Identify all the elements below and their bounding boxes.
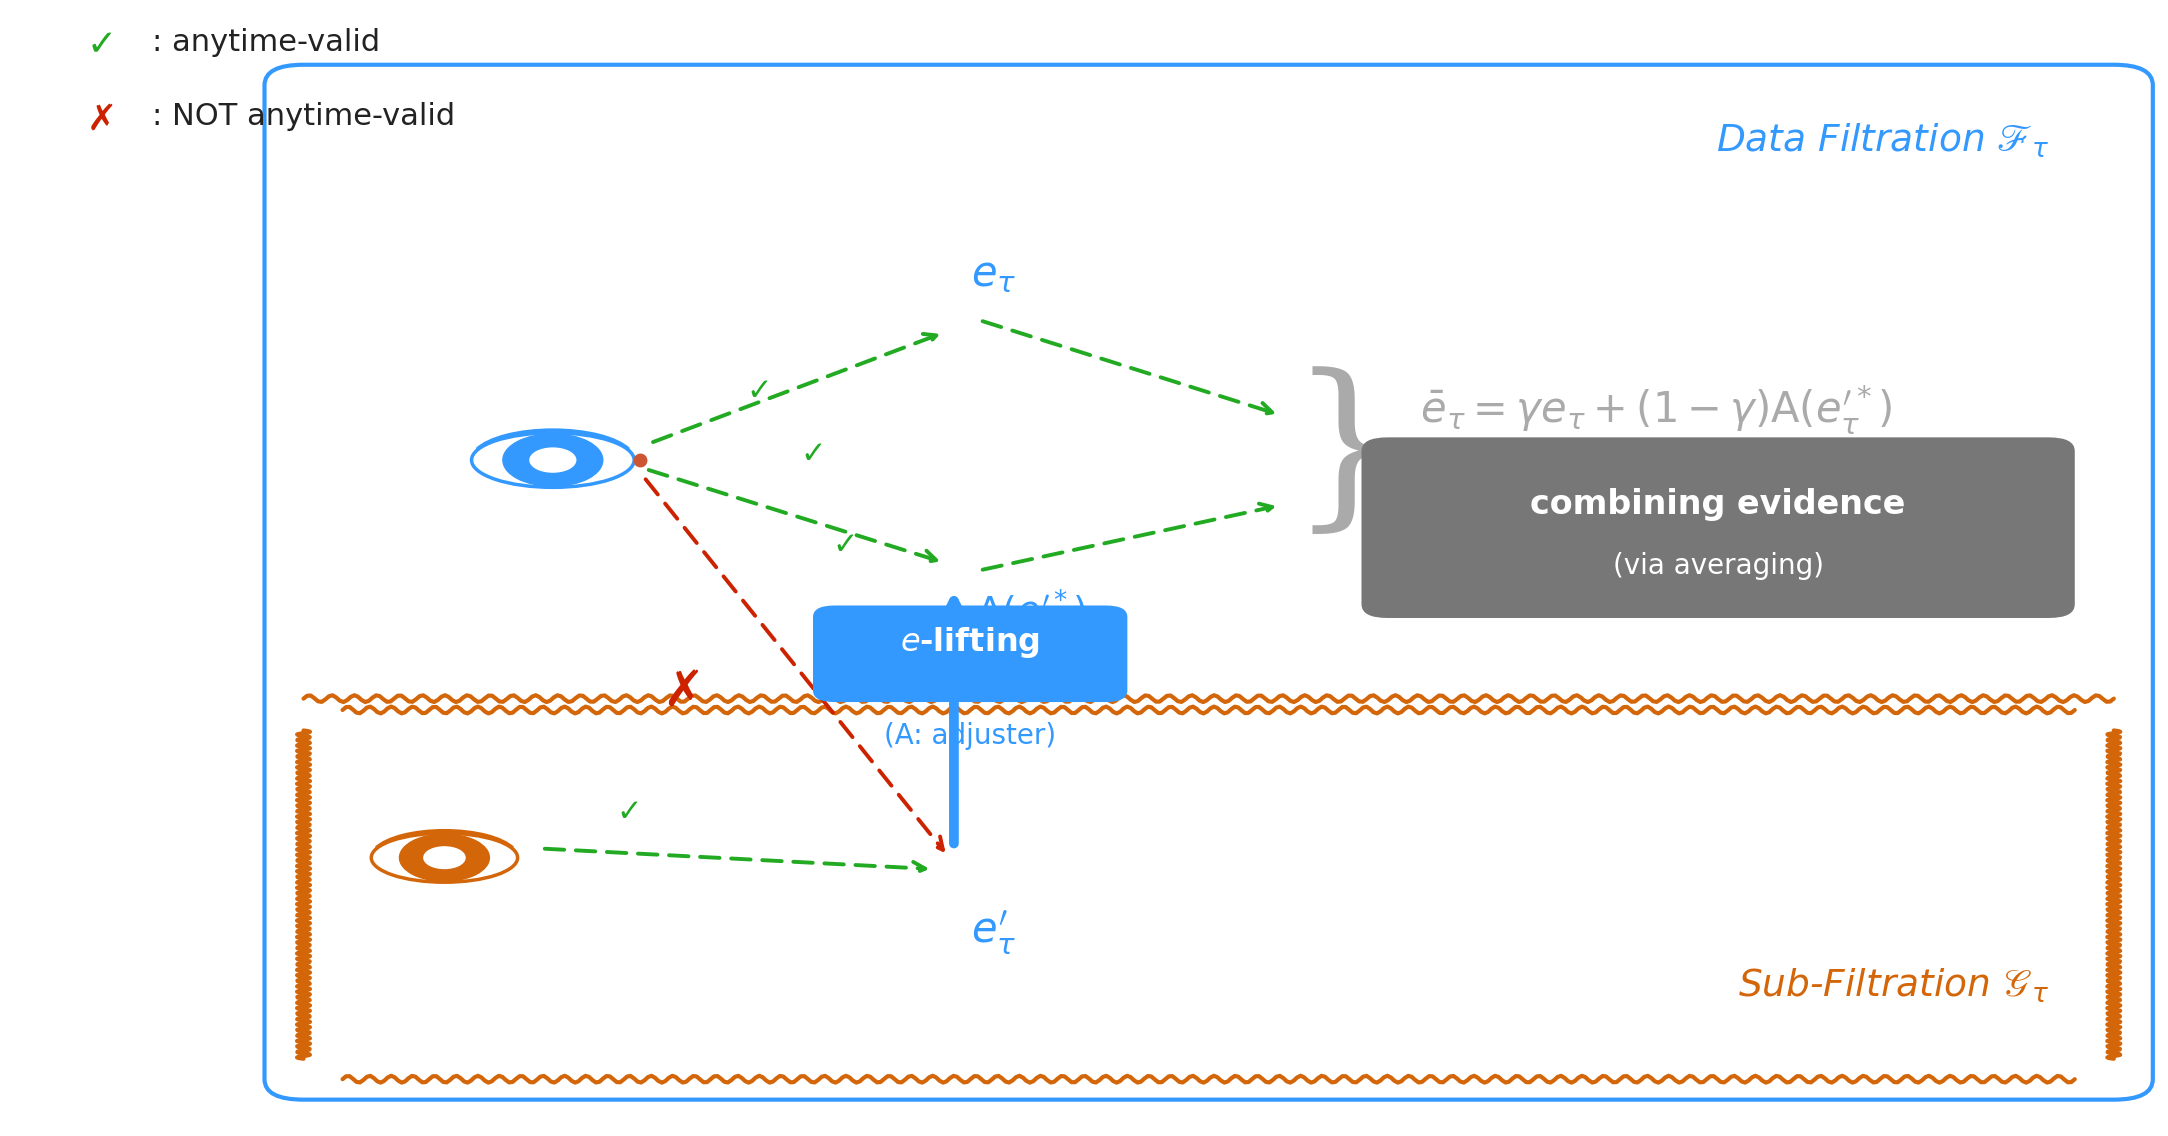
Text: $e_\tau^\prime$: $e_\tau^\prime$: [971, 909, 1017, 958]
Text: : anytime-valid: : anytime-valid: [152, 28, 379, 58]
Text: ✗: ✗: [87, 102, 117, 136]
Text: $e_\tau$: $e_\tau$: [971, 253, 1017, 295]
FancyBboxPatch shape: [813, 605, 1127, 702]
Circle shape: [399, 834, 490, 882]
Text: Sub-Filtration $\mathscr{G}_\tau$: Sub-Filtration $\mathscr{G}_\tau$: [1739, 967, 2049, 1005]
Text: ✗: ✗: [661, 669, 705, 717]
FancyBboxPatch shape: [1362, 437, 2075, 618]
Text: }: }: [1290, 367, 1405, 542]
Text: $\bar{e}_\tau = \gamma e_\tau + (1-\gamma)\mathrm{A}(e_\tau^{\prime*})$: $\bar{e}_\tau = \gamma e_\tau + (1-\gamm…: [1420, 382, 1893, 436]
Text: : NOT anytime-valid: : NOT anytime-valid: [152, 102, 455, 132]
Text: $\mathrm{A}(e_\tau^{\prime*})$: $\mathrm{A}(e_\tau^{\prime*})$: [976, 587, 1086, 637]
Text: ✓: ✓: [746, 377, 772, 407]
Ellipse shape: [473, 433, 633, 487]
Text: combining evidence: combining evidence: [1531, 488, 1906, 521]
Text: (A: adjuster): (A: adjuster): [885, 722, 1056, 750]
Text: $e$-lifting: $e$-lifting: [900, 625, 1041, 660]
Text: (via averaging): (via averaging): [1613, 552, 1823, 580]
Circle shape: [503, 434, 603, 486]
Text: ✓: ✓: [800, 440, 826, 469]
Circle shape: [423, 846, 466, 869]
Text: ✓: ✓: [87, 28, 117, 62]
Text: Data Filtration $\mathscr{F}_\tau$: Data Filtration $\mathscr{F}_\tau$: [1715, 122, 2049, 160]
Text: ✓: ✓: [833, 531, 859, 560]
Text: ✓: ✓: [616, 797, 642, 827]
Circle shape: [529, 448, 577, 473]
Ellipse shape: [371, 833, 518, 883]
